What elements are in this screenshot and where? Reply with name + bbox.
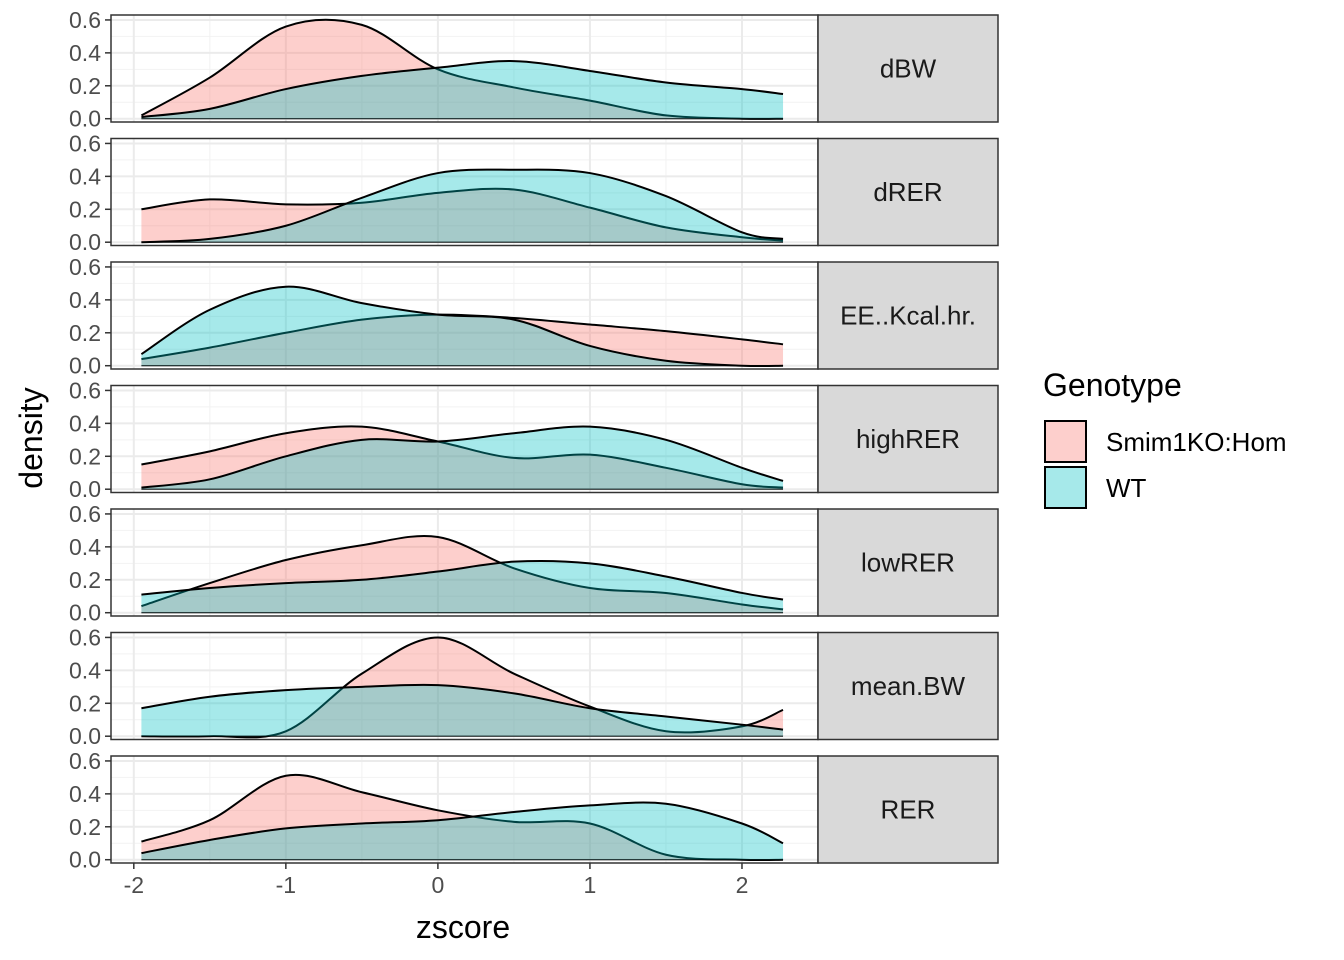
y-tick-label: 0.2 <box>69 443 101 469</box>
strip-label: highRER <box>856 424 960 454</box>
density-line-smim1ko-hom <box>141 187 784 242</box>
density-line-wt <box>141 60 784 119</box>
legend-key-wt <box>1044 466 1087 509</box>
density-area-smim1ko-hom <box>141 535 784 613</box>
x-axis-title: zscore <box>416 909 510 945</box>
density-line-wt <box>140 285 784 368</box>
y-tick-label: 0.2 <box>69 567 101 593</box>
density-area-wt <box>141 61 784 119</box>
strip-background <box>817 631 999 741</box>
facet-panel-lowRER: lowRER 0.0 0.2 0.4 0.6 <box>69 501 999 626</box>
density-line-smim1ko-hom <box>141 773 784 862</box>
strip-label: EE..Kcal.hr. <box>840 301 976 331</box>
x-tick-label: -2 <box>124 872 144 898</box>
x-tick-label: 1 <box>584 872 597 898</box>
y-tick-label: 0.4 <box>69 410 101 436</box>
y-axis-title: density <box>13 387 49 488</box>
density-area-wt <box>141 426 784 490</box>
y-tick-label: 0.2 <box>69 690 101 716</box>
facet-panel-RER: RER 0.0 0.2 0.4 0.6 <box>69 748 999 873</box>
y-tick-label: 0.4 <box>69 287 101 313</box>
y-tick-label: 0.4 <box>69 534 101 560</box>
strip-label: lowRER <box>861 548 955 578</box>
strip-background <box>817 137 999 247</box>
x-tick-label: 0 <box>431 872 444 898</box>
density-area-wt <box>141 169 784 243</box>
y-tick-label: 0.0 <box>69 353 101 379</box>
y-tick-label: 0.0 <box>69 476 101 502</box>
y-tick-label: 0.2 <box>69 320 101 346</box>
y-tick-label: 0.2 <box>69 196 101 222</box>
legend: Genotype Smim1KO:Hom WT <box>1043 367 1287 509</box>
panel-background <box>111 138 818 246</box>
strip-background <box>817 755 999 864</box>
panel-background <box>111 632 818 740</box>
y-tick-label: 0.6 <box>69 7 101 33</box>
y-tick-label: 0.0 <box>69 600 101 626</box>
strip-background <box>817 261 999 370</box>
y-tick-label: 0.0 <box>69 723 101 749</box>
legend-key-smim1ko-hom <box>1044 420 1087 463</box>
legend-label-smim1ko-hom: Smim1KO:Hom <box>1106 427 1287 457</box>
x-axis: -2 -1 0 1 2 <box>124 863 749 898</box>
y-tick-label: 0.6 <box>69 130 101 156</box>
density-area-smim1ko-hom <box>141 426 784 490</box>
facet-panel-dBW: dBW 0.0 0.2 0.4 0.6 <box>69 7 999 132</box>
strip-background <box>817 508 999 617</box>
y-tick-label: 0.4 <box>69 781 101 807</box>
strip-label: dBW <box>880 54 937 84</box>
y-tick-label: 0.0 <box>69 847 101 873</box>
strip-label: dRER <box>873 177 942 207</box>
density-line-wt <box>141 425 784 489</box>
density-area-wt <box>141 560 784 613</box>
density-line-smim1ko-hom <box>141 535 784 611</box>
density-area-wt <box>141 802 784 860</box>
y-tick-label: 0.6 <box>69 624 101 650</box>
density-area-smim1ko-hom <box>141 188 784 243</box>
facet-panels: dBW0.00.20.40.6dRER0.00.20.40.6EE..Kcal.… <box>69 7 999 873</box>
density-line-smim1ko-hom <box>140 18 784 120</box>
y-tick-label: 0.4 <box>69 40 101 66</box>
legend-key-bg-wt <box>1045 467 1086 508</box>
density-line-smim1ko-hom <box>141 425 784 489</box>
y-tick-label: 0.6 <box>69 377 101 403</box>
y-tick-label: 0.2 <box>69 814 101 840</box>
strip-background <box>817 14 999 123</box>
y-tick-label: 0.0 <box>69 106 101 132</box>
y-tick-label: 0.6 <box>69 748 101 774</box>
facet-panel-mean.BW: mean.BW 0.0 0.2 0.4 0.6 <box>69 624 999 749</box>
density-line-wt <box>141 801 784 855</box>
density-area-smim1ko-hom <box>141 19 784 119</box>
density-line-wt <box>141 559 784 601</box>
y-tick-label: 0.2 <box>69 73 101 99</box>
strip-label: mean.BW <box>851 671 966 701</box>
y-tick-label: 0.4 <box>69 163 101 189</box>
facet-panel-EE..Kcal.hr.: EE..Kcal.hr. 0.0 0.2 0.4 0.6 <box>69 254 999 379</box>
density-area-wt <box>141 286 784 367</box>
y-tick-label: 0.4 <box>69 657 101 683</box>
legend-title: Genotype <box>1043 367 1182 403</box>
y-tick-label: 0.6 <box>69 254 101 280</box>
facet-panel-highRER: highRER 0.0 0.2 0.4 0.6 <box>69 377 999 502</box>
density-line-smim1ko-hom <box>141 636 784 739</box>
legend-key-bg-smim1ko-hom <box>1045 421 1086 462</box>
legend-label-wt: WT <box>1106 473 1147 503</box>
x-tick-label: -1 <box>276 872 296 898</box>
density-line-wt <box>141 683 784 731</box>
x-tick-label: 2 <box>736 872 749 898</box>
density-line-wt <box>141 168 784 244</box>
facet-panel-dRER: dRER 0.0 0.2 0.4 0.6 <box>69 130 999 255</box>
strip-label: RER <box>881 795 936 825</box>
density-area-wt <box>141 684 784 737</box>
y-tick-label: 0.6 <box>69 501 101 527</box>
y-tick-label: 0.0 <box>69 229 101 255</box>
strip-background <box>817 384 999 494</box>
